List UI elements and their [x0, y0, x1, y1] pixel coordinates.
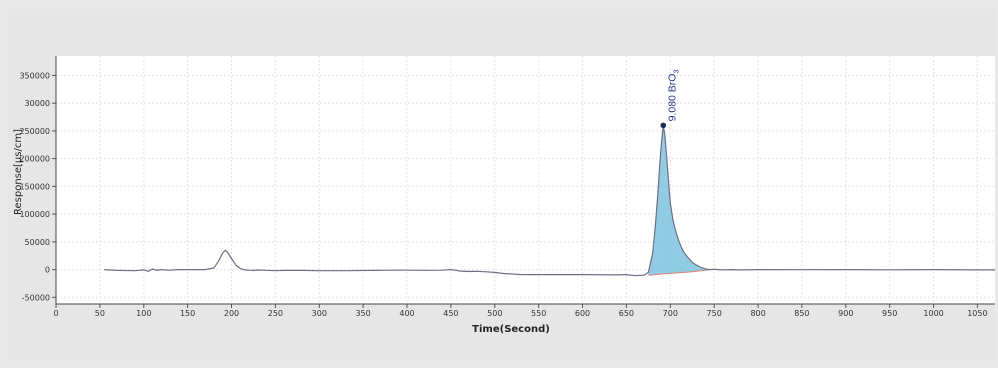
x-tick-label: 200	[224, 309, 239, 318]
chromatogram-panel: 0 50 100 150 200 250 300 350 400 450 500 550 600 650 7…	[7, 9, 995, 361]
x-tick-label: 250	[268, 309, 283, 318]
grid	[55, 56, 995, 304]
x-tick-label: 550	[531, 309, 546, 318]
x-tick-label: 800	[750, 309, 765, 318]
x-tick-label: 300	[312, 309, 327, 318]
x-tick-label: 100	[136, 309, 151, 318]
peak-label-subscript: 3	[673, 70, 680, 74]
x-tick-label: 950	[882, 309, 897, 318]
x-tick-label: 0	[53, 309, 58, 318]
peak-marker	[660, 122, 667, 129]
x-tick-label: 350	[355, 309, 370, 318]
y-axis-title: Response[µs/cm]	[13, 129, 24, 215]
x-tick-label: 400	[399, 309, 414, 318]
plot-area	[56, 56, 995, 304]
y-tick-label: 200000	[19, 155, 50, 164]
x-tick-label: 450	[443, 309, 458, 318]
x-tick-label: 150	[180, 309, 195, 318]
peak-fill	[648, 125, 710, 276]
x-tick-label: 1050	[967, 309, 987, 318]
y-tick-label: 50000	[25, 238, 50, 247]
x-tick-label: 500	[487, 309, 502, 318]
y-tick-label: 30000	[25, 99, 50, 108]
y-tick-label: 250000	[19, 127, 50, 136]
annotations: 9.080 BrO3	[660, 70, 680, 129]
chromatogram-chart: 0 50 100 150 200 250 300 350 400 450 500 550 600 650 7…	[13, 56, 995, 335]
x-tick-label: 50	[95, 309, 105, 318]
x-tick-label: 700	[663, 309, 678, 318]
peak-label: 9.080 BrO3	[666, 70, 680, 122]
y-tick-label: 150000	[19, 182, 50, 191]
y-tick-label: 350000	[19, 71, 50, 80]
x-axis-title: Time(Second)	[472, 324, 550, 335]
x-tick-label: 750	[707, 309, 722, 318]
peak-baseline	[648, 269, 710, 276]
series-layer	[104, 124, 995, 277]
x-tick-label: 900	[838, 309, 853, 318]
axes: 0 50 100 150 200 250 300 350 400 450 500 550 600 650 7…	[19, 56, 995, 318]
y-tick-label: -50000	[22, 293, 50, 302]
series-line	[104, 124, 995, 277]
y-tick-label: 100000	[19, 210, 50, 219]
x-tick-label: 600	[575, 309, 590, 318]
x-tick-label: 1000	[923, 309, 943, 318]
x-tick-label: 850	[794, 309, 809, 318]
y-tick-label: 0	[45, 266, 50, 275]
x-tick-label: 650	[619, 309, 634, 318]
peak-area	[648, 125, 710, 276]
